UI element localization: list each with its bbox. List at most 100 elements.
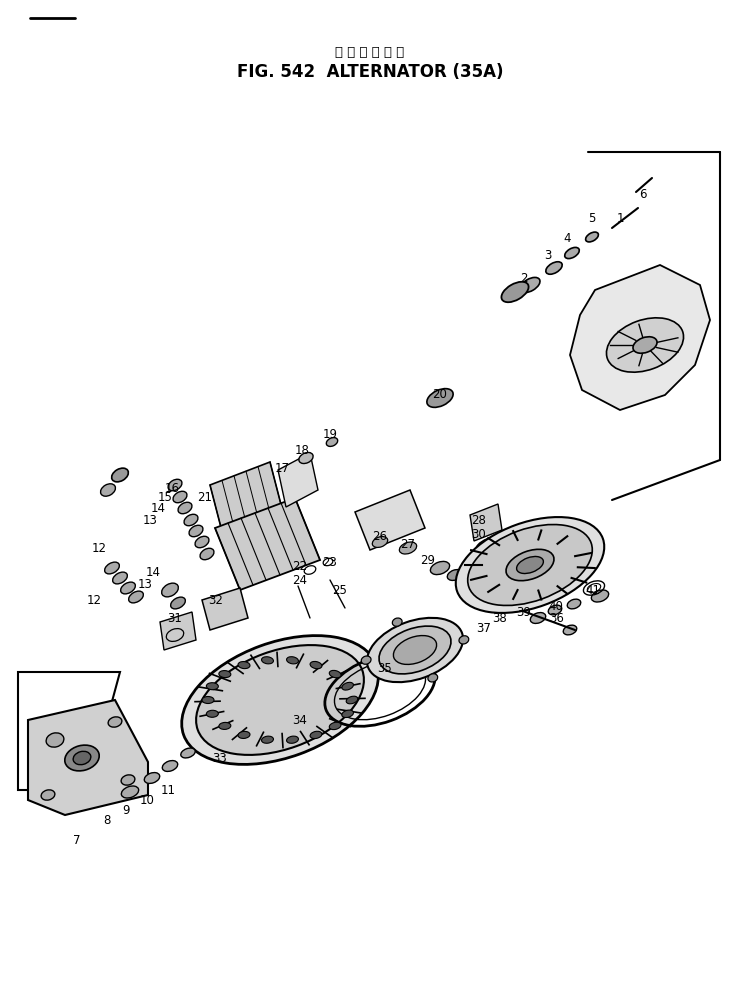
Text: 23: 23: [323, 556, 337, 569]
Text: 13: 13: [138, 579, 152, 592]
Text: 27: 27: [400, 539, 415, 552]
Text: 9: 9: [122, 803, 130, 816]
Ellipse shape: [548, 605, 562, 615]
Text: 24: 24: [292, 574, 308, 587]
Ellipse shape: [173, 491, 187, 503]
Ellipse shape: [46, 733, 64, 748]
Text: 2: 2: [520, 271, 528, 284]
Text: 20: 20: [433, 388, 448, 401]
Text: 14: 14: [146, 566, 161, 579]
Text: 18: 18: [295, 443, 309, 456]
Text: 41: 41: [585, 584, 600, 597]
Text: 4: 4: [563, 232, 571, 245]
Ellipse shape: [112, 468, 128, 482]
Ellipse shape: [206, 683, 218, 690]
Text: 26: 26: [372, 531, 388, 544]
Text: 5: 5: [588, 212, 596, 225]
Ellipse shape: [261, 737, 274, 744]
Ellipse shape: [121, 774, 135, 785]
Text: 12: 12: [87, 594, 101, 607]
Text: FIG. 542  ALTERNATOR (35A): FIG. 542 ALTERNATOR (35A): [237, 63, 503, 81]
Text: 34: 34: [292, 714, 307, 727]
Ellipse shape: [195, 536, 209, 548]
Ellipse shape: [400, 542, 417, 554]
Ellipse shape: [361, 656, 371, 665]
Text: 21: 21: [198, 490, 212, 504]
Ellipse shape: [517, 557, 543, 574]
Ellipse shape: [108, 717, 122, 728]
Polygon shape: [28, 700, 148, 815]
Ellipse shape: [200, 548, 214, 560]
Text: 29: 29: [420, 554, 436, 567]
Polygon shape: [570, 265, 710, 410]
Ellipse shape: [394, 636, 437, 665]
Ellipse shape: [286, 657, 298, 664]
Ellipse shape: [286, 737, 298, 744]
Ellipse shape: [428, 674, 437, 682]
Text: 8: 8: [104, 813, 111, 826]
Text: 1: 1: [616, 212, 624, 225]
Ellipse shape: [238, 662, 250, 669]
Ellipse shape: [531, 613, 545, 624]
Ellipse shape: [372, 537, 388, 548]
Ellipse shape: [563, 625, 576, 635]
Text: 3: 3: [545, 249, 552, 261]
Text: 13: 13: [143, 514, 158, 527]
Ellipse shape: [329, 671, 341, 678]
Ellipse shape: [520, 277, 540, 292]
Ellipse shape: [299, 452, 313, 463]
Ellipse shape: [326, 437, 337, 446]
Ellipse shape: [104, 562, 119, 574]
Polygon shape: [202, 588, 248, 630]
Ellipse shape: [459, 636, 468, 644]
Polygon shape: [278, 453, 318, 507]
Polygon shape: [160, 612, 196, 650]
Ellipse shape: [546, 261, 562, 274]
Ellipse shape: [585, 233, 599, 242]
Ellipse shape: [238, 732, 250, 739]
Ellipse shape: [342, 683, 354, 690]
Text: 32: 32: [209, 594, 223, 607]
Ellipse shape: [512, 605, 522, 612]
Ellipse shape: [121, 582, 135, 594]
Ellipse shape: [206, 711, 218, 718]
Polygon shape: [355, 490, 425, 550]
Text: 19: 19: [323, 428, 337, 441]
Polygon shape: [210, 462, 285, 543]
Ellipse shape: [506, 549, 554, 581]
Ellipse shape: [427, 388, 453, 407]
Ellipse shape: [346, 697, 358, 704]
Text: 14: 14: [150, 502, 166, 515]
Text: 31: 31: [167, 612, 183, 625]
Ellipse shape: [168, 479, 182, 491]
Ellipse shape: [565, 248, 579, 258]
Text: 35: 35: [377, 662, 392, 675]
Ellipse shape: [456, 517, 605, 613]
Ellipse shape: [178, 502, 192, 514]
Ellipse shape: [219, 723, 231, 730]
Ellipse shape: [161, 583, 178, 597]
Ellipse shape: [196, 645, 364, 754]
Ellipse shape: [633, 336, 657, 353]
Ellipse shape: [310, 732, 322, 739]
Ellipse shape: [447, 570, 462, 581]
Ellipse shape: [591, 590, 609, 602]
Ellipse shape: [367, 618, 463, 683]
Ellipse shape: [41, 789, 55, 800]
Text: 22: 22: [292, 561, 308, 574]
Polygon shape: [470, 504, 502, 541]
Ellipse shape: [181, 748, 195, 757]
Ellipse shape: [182, 636, 378, 764]
Ellipse shape: [431, 562, 450, 575]
Ellipse shape: [65, 746, 99, 770]
Text: 11: 11: [161, 783, 175, 796]
Ellipse shape: [261, 657, 274, 664]
Text: 37: 37: [477, 622, 491, 635]
Text: 30: 30: [471, 528, 486, 541]
Text: 40: 40: [548, 600, 563, 613]
Text: 38: 38: [493, 612, 508, 625]
Ellipse shape: [189, 525, 203, 537]
Text: 7: 7: [73, 833, 81, 846]
Ellipse shape: [379, 626, 451, 674]
Ellipse shape: [202, 697, 214, 704]
